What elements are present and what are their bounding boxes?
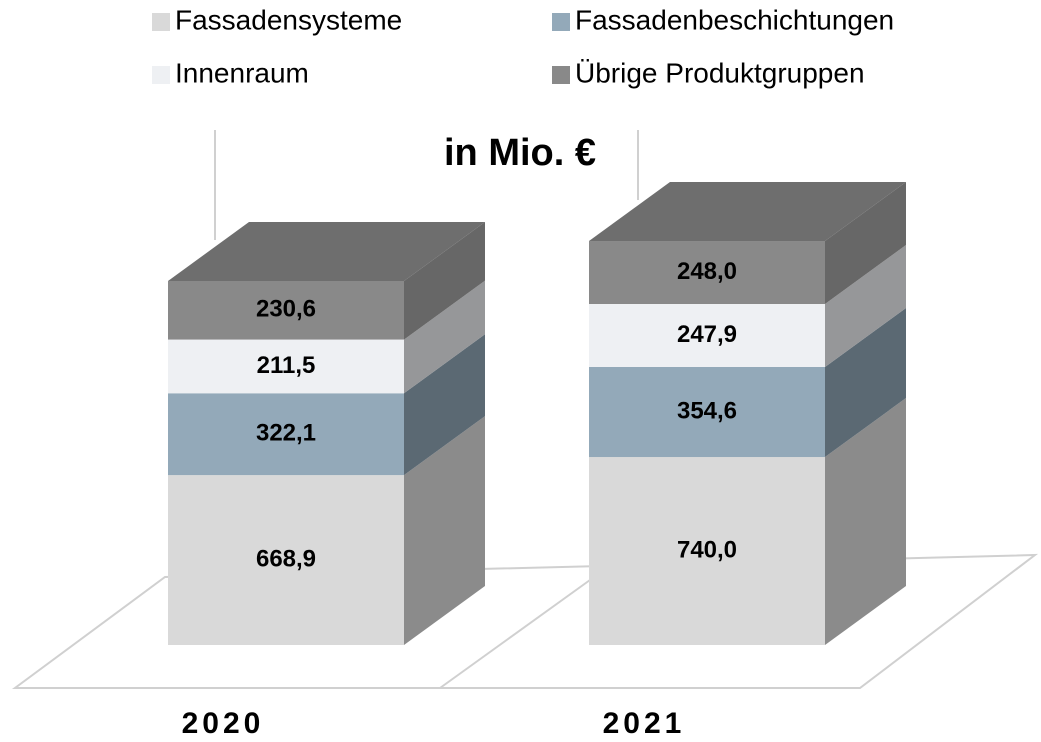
legend-label: Fassadenbeschichtungen (575, 4, 894, 35)
data-label: 740,0 (677, 536, 737, 563)
legend-label: Übrige Produktgruppen (575, 57, 865, 88)
x-tick-label: 2021 (603, 707, 686, 740)
floor-divider (439, 579, 591, 689)
bar-top (589, 182, 906, 242)
bar (168, 280, 404, 340)
bar-side (825, 398, 906, 645)
legend-label: Innenraum (175, 57, 309, 88)
bar-side (404, 221, 485, 340)
chart-title: in Mio. € (444, 132, 596, 174)
bar (589, 366, 825, 458)
bar (168, 339, 404, 394)
bar (168, 475, 404, 645)
data-label: 230,6 (256, 296, 316, 323)
x-tick-label: 2020 (182, 707, 265, 740)
data-label: 668,9 (256, 545, 316, 572)
bar (589, 457, 825, 645)
bar-side (825, 182, 906, 305)
legend-swatch (152, 66, 170, 84)
data-label: 211,5 (257, 352, 316, 379)
data-label: 247,9 (677, 321, 737, 348)
bar-side (825, 307, 906, 458)
data-label: 248,0 (677, 258, 737, 285)
bar-top (168, 221, 485, 281)
legend-swatch (552, 66, 570, 84)
bar (589, 241, 825, 305)
bar-side (404, 280, 485, 394)
bar (168, 393, 404, 476)
legend-label: Fassadensysteme (175, 4, 402, 35)
data-label: 354,6 (677, 397, 737, 424)
legend-swatch (152, 13, 170, 31)
bar-side (404, 416, 485, 645)
bar-side (825, 245, 906, 367)
legend-swatch (552, 13, 570, 31)
bar-side (404, 334, 485, 476)
bar (589, 304, 825, 367)
data-label: 322,1 (256, 420, 316, 447)
